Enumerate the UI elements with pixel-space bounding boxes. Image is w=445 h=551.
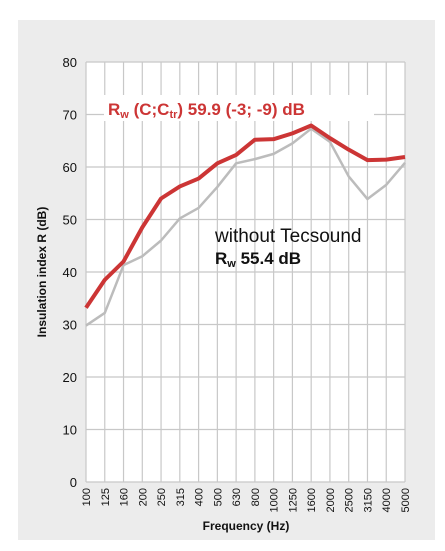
- x-tick-label: 200: [137, 488, 149, 506]
- annotation-part: 55.4 dB: [236, 249, 301, 268]
- y-tick-label: 10: [63, 423, 77, 438]
- y-tick-label: 20: [63, 370, 77, 385]
- series-line: [84, 123, 406, 309]
- annotation-part: tr: [169, 109, 178, 121]
- x-tick-label: 2000: [325, 488, 337, 512]
- annotation-box: [104, 95, 374, 121]
- x-tick-label: 5000: [400, 488, 412, 512]
- x-tick-label: 500: [212, 488, 224, 506]
- annotation-part: R: [108, 100, 120, 119]
- x-tick-label: 250: [156, 488, 168, 506]
- annotation-part: R: [215, 249, 227, 268]
- x-tick-label: 2500: [344, 488, 356, 512]
- annotation: Rw 55.4 dB: [215, 249, 301, 270]
- x-tick-label: 4000: [381, 488, 393, 512]
- y-tick-label: 40: [63, 265, 77, 280]
- y-tick-label: 50: [63, 213, 77, 228]
- x-tick-label: 800: [250, 488, 262, 506]
- x-tick-label: 630: [231, 488, 243, 506]
- annotation-part: w: [226, 258, 236, 270]
- x-tick-label: 1000: [269, 488, 281, 512]
- y-tick-label: 0: [70, 475, 77, 490]
- x-tick-label: 160: [119, 488, 131, 506]
- x-tick-label: 1250: [287, 488, 299, 512]
- y-tick-label: 30: [63, 318, 77, 333]
- x-tick-label: 315: [175, 488, 187, 506]
- y-tick-label: 60: [63, 160, 77, 175]
- annotation-part: ) 59.9 (-3; -9) dB: [177, 100, 305, 119]
- y-tick-label: 80: [63, 55, 77, 70]
- annotation: without Tecsound: [214, 226, 361, 247]
- y-tick-label: 70: [63, 108, 77, 123]
- y-axis-label: Insulation index R (dB): [35, 207, 49, 338]
- x-tick-label: 3150: [362, 488, 374, 512]
- x-tick-label: 100: [81, 488, 93, 506]
- x-tick-label: 400: [194, 488, 206, 506]
- annotation: Rw (C;Ctr) 59.9 (-3; -9) dB: [108, 100, 305, 121]
- x-tick-label: 1600: [306, 488, 318, 512]
- annotation-part: (C;C: [129, 100, 170, 119]
- x-tick-label: 125: [100, 488, 112, 506]
- series-line: [85, 127, 406, 327]
- annotation-part: w: [119, 109, 129, 121]
- x-axis-label: Frequency (Hz): [203, 519, 290, 533]
